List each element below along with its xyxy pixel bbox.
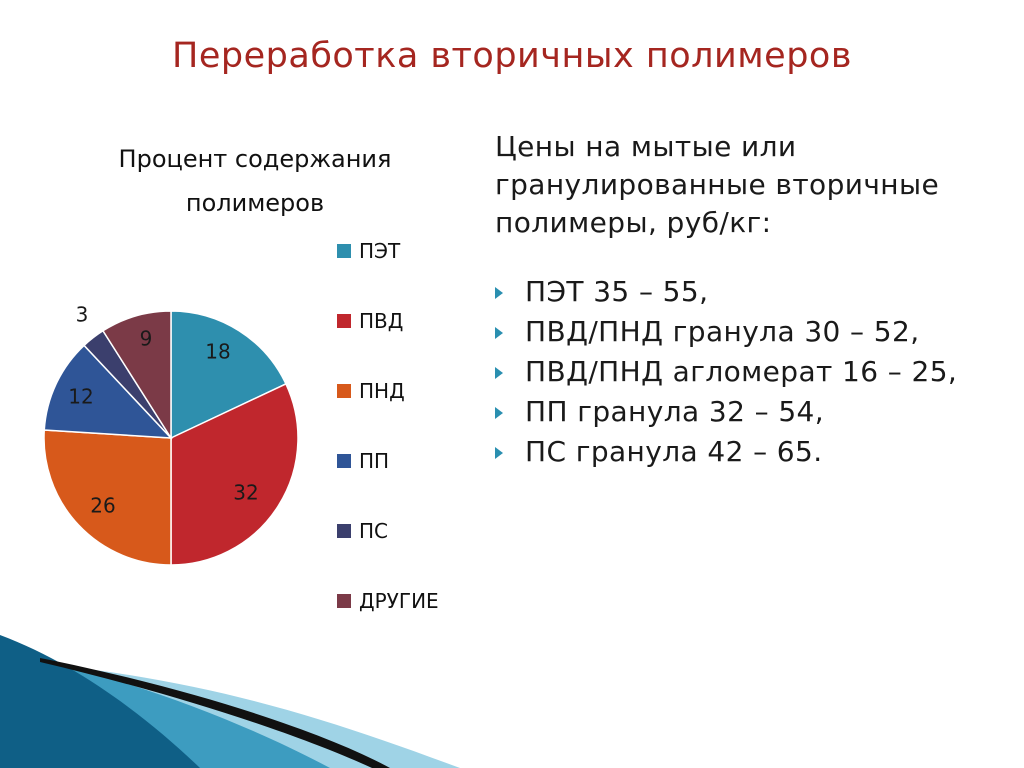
legend-swatch [337, 244, 351, 258]
bullet-arrow-icon [495, 447, 503, 459]
pie-slice-4 [43, 344, 173, 439]
legend-swatch [337, 524, 351, 538]
legend-item: ПНД [337, 376, 405, 406]
price-item-text: ПЭТ 35 – 55, [525, 275, 709, 308]
pie-data-label: 32 [233, 481, 258, 505]
wave-black-stripe [40, 658, 390, 768]
legend-label: ПВД [359, 309, 404, 333]
slide-title: Переработка вторичных полимеров [172, 36, 852, 76]
legend-item: ПС [337, 516, 388, 546]
legend-item: ПП [337, 446, 389, 476]
legend-label: ПП [359, 449, 390, 473]
price-list: ПЭТ 35 – 55, ПВД/ПНД гранула 30 – 52, ПВД/… [495, 272, 1005, 472]
bullet-arrow-icon [495, 367, 503, 379]
bullet-arrow-icon [495, 287, 503, 299]
pie-data-label: 18 [205, 340, 230, 364]
pie-data-label: 3 [76, 303, 89, 327]
chart-title: Процент содержания полимеров [118, 145, 392, 217]
price-item: ПЭТ 35 – 55, [495, 272, 1005, 312]
wave-dark-band [0, 635, 200, 768]
legend-label: ПС [359, 519, 389, 543]
legend-swatch [337, 314, 351, 328]
legend-label: ДРУГИЕ [359, 589, 439, 613]
pie-slice-1 [170, 310, 287, 440]
legend-swatch [337, 384, 351, 398]
legend-item: ПЭТ [337, 236, 400, 266]
legend-label: ПЭТ [359, 239, 401, 263]
price-item: ПВД/ПНД агломерат 16 – 25, [495, 352, 1005, 392]
pie-data-label: 9 [140, 327, 153, 351]
price-item-text: ПВД/ПНД агломерат 16 – 25, [525, 355, 958, 388]
bullet-arrow-icon [495, 407, 503, 419]
bullet-arrow-icon [495, 327, 503, 339]
price-panel: Цены на мытые или гранулированные вторич… [495, 128, 1005, 472]
legend-item: ДРУГИЕ [337, 586, 439, 616]
price-item-text: ПВД/ПНД гранула 30 – 52, [525, 315, 920, 348]
pie-slice-6 [101, 310, 172, 441]
price-item-text: ПП гранула 32 – 54, [525, 395, 825, 428]
price-item: ПВД/ПНД гранула 30 – 52, [495, 312, 1005, 352]
prices-heading: Цены на мытые или гранулированные вторич… [495, 130, 940, 239]
decorative-corner-wave [0, 635, 460, 768]
legend-item: ПВД [337, 306, 403, 336]
pie-slice-2 [170, 382, 299, 566]
pie-data-label: 12 [68, 385, 93, 409]
price-item: ПП гранула 32 – 54, [495, 392, 1005, 432]
price-item-text: ПС гранула 42 – 65. [525, 435, 823, 468]
legend-swatch [337, 594, 351, 608]
pie-slice-3 [43, 429, 172, 566]
pie-data-label: 26 [90, 494, 115, 518]
legend-label: ПНД [359, 379, 405, 403]
price-item: ПС гранула 42 – 65. [495, 432, 1005, 472]
legend-swatch [337, 454, 351, 468]
